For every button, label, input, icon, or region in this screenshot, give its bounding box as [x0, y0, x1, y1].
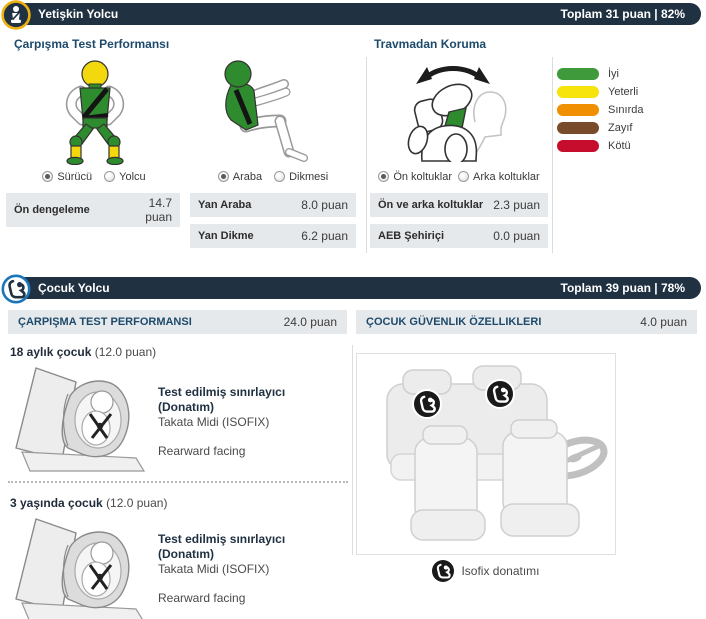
radio-on-koltuklar[interactable]: Ön koltuklar [378, 171, 452, 183]
front-impact-dummy-image [65, 60, 125, 165]
radio-icon [104, 171, 116, 182]
isofix-legend: Isofix donatımı [356, 560, 616, 582]
restraint-title: Test edilmiş sınırlayıcı (Donatım) [158, 385, 286, 414]
crash-test-section-title: Çarpışma Test Performansı [14, 37, 170, 51]
adult-occupant-icon [1, 0, 31, 30]
child-section-header: Çocuk Yolcu Toplam 39 puan | 78% [8, 277, 701, 299]
front-impact-radio-group: Sürücü Yolcu [8, 171, 180, 183]
legend-item: Sınırda [557, 101, 643, 119]
child-section-title: Çocuk Yolcu [38, 281, 110, 295]
isofix-position-badge [485, 379, 515, 409]
restraint-age: 3 yaşında çocuk [10, 496, 103, 510]
radio-icon [378, 171, 390, 182]
score-value: 0.0 puan [493, 229, 540, 243]
divider-vertical [352, 345, 353, 555]
restraint-model: Takata Midi (ISOFIX) [158, 415, 270, 429]
child-crash-value: 24.0 puan [283, 315, 337, 329]
restraint-points: (12.0 puan) [94, 345, 157, 359]
divider-vertical [552, 57, 553, 253]
legend-label: Zayıf [608, 122, 633, 134]
whiplash-protection-image [407, 66, 507, 162]
legend-label: İyi [608, 68, 619, 80]
child-section-total: Toplam 39 puan | 78% [560, 281, 686, 295]
score-label: Yan Dikme [198, 230, 254, 242]
radio-icon [217, 171, 229, 182]
side-impact-score-table: Yan Araba 8.0 puan Yan Dikme 6.2 puan [190, 193, 356, 255]
isofix-label: Isofix donatımı [461, 564, 540, 578]
score-label: Yan Araba [198, 199, 252, 211]
score-row: Yan Araba 8.0 puan [190, 193, 356, 217]
legend-item: Yeterli [557, 83, 643, 101]
car-interior-box [356, 353, 616, 555]
score-row: Ön dengeleme 14.7 puan [6, 193, 180, 227]
legend-item: İyi [557, 65, 643, 83]
child-restraint-image [14, 517, 146, 619]
radio-surucu[interactable]: Sürücü [42, 171, 92, 183]
side-impact-radio-group: Araba Dikmesi [190, 171, 356, 183]
radio-icon [42, 171, 54, 182]
isofix-badge-icon [432, 560, 455, 582]
front-impact-score-table: Ön dengeleme 14.7 puan [6, 193, 180, 234]
restraint-orientation: Rearward facing [158, 444, 246, 458]
restraint-age-heading: 3 yaşında çocuk (12.0 puan) [10, 496, 167, 510]
score-value: 6.2 puan [301, 229, 348, 243]
whiplash-score-table: Ön ve arka koltuklar 2.3 puan AEB Şehiri… [370, 193, 548, 255]
child-safety-value: 4.0 puan [640, 315, 687, 329]
score-value: 8.0 puan [301, 198, 348, 212]
legend-swatch-good [557, 68, 599, 80]
child-crash-header: ÇARPIŞMA TEST PERFORMANSI 24.0 puan [8, 310, 347, 334]
radio-icon [458, 171, 470, 182]
child-crash-label: ÇARPIŞMA TEST PERFORMANSI [18, 316, 192, 328]
restraint-age-heading: 18 aylık çocuk (12.0 puan) [10, 345, 156, 359]
restraint-title: Test edilmiş sınırlayıcı (Donatım) [158, 532, 286, 561]
score-value: 2.3 puan [493, 198, 540, 212]
score-label: Ön ve arka koltuklar [378, 199, 484, 211]
score-value: 14.7 puan [145, 196, 172, 224]
restraint-orientation: Rearward facing [158, 591, 246, 605]
radio-araba[interactable]: Araba [217, 171, 262, 183]
legend-swatch-poor [557, 140, 599, 152]
divider-vertical [366, 57, 367, 253]
score-label: AEB Şehiriçi [378, 230, 445, 242]
score-row: Ön ve arka koltuklar 2.3 puan [370, 193, 548, 217]
child-seat-icon [1, 274, 31, 304]
car-interior-image [386, 365, 608, 541]
child-safety-header: ÇOCUK GÜVENLIK ÖZELLIKLERI 4.0 puan [356, 310, 697, 334]
child-safety-label: ÇOCUK GÜVENLIK ÖZELLIKLERI [366, 316, 542, 328]
adult-section-total: Toplam 31 puan | 82% [560, 7, 686, 21]
rating-legend: İyi Yeterli Sınırda Zayıf Kötü [557, 65, 643, 155]
whiplash-radio-group: Ön koltuklar Arka koltuklar [370, 171, 548, 183]
score-row: Yan Dikme 6.2 puan [190, 224, 356, 248]
whiplash-section-title: Travmadan Koruma [374, 37, 487, 51]
restraint-points: (12.0 puan) [106, 496, 168, 510]
radio-arka-koltuklar[interactable]: Arka koltuklar [458, 171, 540, 183]
legend-label: Kötü [608, 140, 631, 152]
side-impact-dummy-image [224, 60, 308, 162]
restraint-details: Test edilmiş sınırlayıcı (Donatım) Takat… [158, 385, 323, 459]
adult-section-title: Yetişkin Yolcu [38, 7, 119, 21]
legend-item: Zayıf [557, 119, 643, 137]
legend-label: Sınırda [608, 104, 644, 116]
score-label: Ön dengeleme [14, 204, 90, 216]
legend-label: Yeterli [608, 86, 639, 98]
radio-icon [274, 171, 286, 182]
divider-dotted [8, 481, 348, 483]
isofix-position-badge [412, 389, 442, 419]
radio-dikmesi[interactable]: Dikmesi [274, 171, 328, 183]
restraint-age: 18 aylık çocuk [10, 345, 92, 359]
restraint-details: Test edilmiş sınırlayıcı (Donatım) Takat… [158, 532, 323, 606]
legend-swatch-marginal [557, 104, 599, 116]
legend-item: Kötü [557, 137, 643, 155]
adult-section-header: Yetişkin Yolcu Toplam 31 puan | 82% [8, 3, 701, 25]
legend-swatch-adequate [557, 86, 599, 98]
restraint-model: Takata Midi (ISOFIX) [158, 562, 270, 576]
score-row: AEB Şehiriçi 0.0 puan [370, 224, 548, 248]
child-restraint-image [14, 366, 146, 473]
radio-yolcu[interactable]: Yolcu [104, 171, 146, 183]
legend-swatch-weak [557, 122, 599, 134]
